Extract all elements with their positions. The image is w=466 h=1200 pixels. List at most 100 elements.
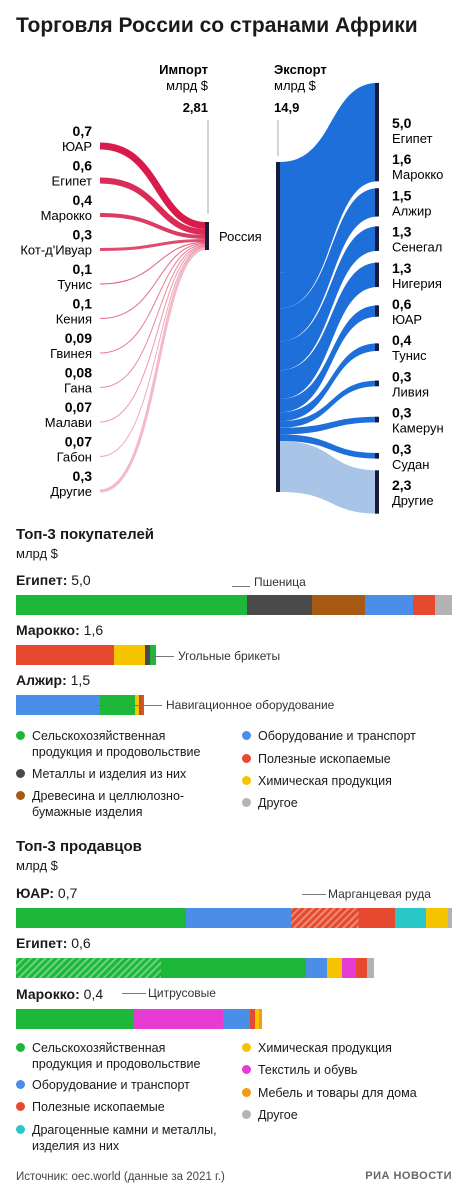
import-country-label: Габон <box>57 450 92 465</box>
bar-segment-other <box>434 595 452 615</box>
bar-value: 1,6 <box>79 622 104 638</box>
bar-segment-textile <box>341 958 357 978</box>
stacked-bar <box>16 595 452 615</box>
buyers-title: Топ-3 покупателей <box>16 526 155 543</box>
bar-segment-minerals <box>249 1009 255 1029</box>
legend-label: Драгоценные камни и металлы, изделия из … <box>32 1123 217 1153</box>
export-country-node <box>375 380 379 387</box>
bar-value: 0,6 <box>67 935 91 951</box>
export-value-label: 0,6 <box>392 296 412 312</box>
export-label: Экспорт <box>274 62 327 77</box>
bar-country: Марокко: <box>16 986 80 1002</box>
export-flow <box>280 343 378 422</box>
bar-segment-equipment <box>364 595 413 615</box>
legend-dot <box>16 1080 25 1089</box>
bar-segment-other <box>366 958 374 978</box>
bar-country: ЮАР: <box>16 885 55 901</box>
bar-segment-equipment <box>305 958 328 978</box>
legend-dot <box>16 791 25 800</box>
sellers-unit: млрд $ <box>16 858 58 873</box>
bar-segment-chemical <box>425 908 448 928</box>
legend-label: Полезные ископаемые <box>258 752 391 766</box>
legend-dot <box>242 798 251 807</box>
callout-line <box>96 705 162 706</box>
legend-label: Сельскохозяйственная продукция и продово… <box>32 1041 201 1071</box>
import-flow <box>99 213 207 239</box>
russia-label: Россия <box>219 229 262 244</box>
import-country-label: Гана <box>64 381 93 396</box>
legend-dot <box>16 769 25 778</box>
legend-label: Химическая продукция <box>258 774 392 788</box>
legend-dot <box>16 1102 25 1111</box>
callout-label: Пшеница <box>254 575 306 589</box>
legend-label: Оборудование и транспорт <box>258 729 416 743</box>
bar-value: 5,0 <box>67 572 91 588</box>
export-country-label: ЮАР <box>392 312 422 327</box>
export-value-label: 1,5 <box>392 187 412 203</box>
legend-dot <box>242 1088 251 1097</box>
export-country-node <box>375 151 379 182</box>
import-value-label: 0,3 <box>73 468 93 484</box>
legend-dot <box>16 1125 25 1134</box>
bar-segment-agri <box>16 908 187 928</box>
legend-dot <box>16 1043 25 1052</box>
export-flow <box>280 441 378 514</box>
stacked-bar <box>16 1009 262 1029</box>
legend-label: Химическая продукция <box>258 1041 392 1055</box>
legend-item: Полезные ископаемые <box>242 751 452 767</box>
export-flow <box>280 82 378 273</box>
import-value-label: 0,1 <box>73 296 93 312</box>
bar-segment-equipment <box>186 908 291 928</box>
stacked-bar <box>16 645 156 665</box>
legend-label: Металлы и изделия из них <box>32 767 187 781</box>
import-flow <box>99 238 207 251</box>
bar-segment-metals <box>247 595 313 615</box>
legend-dot <box>242 776 251 785</box>
export-country-label: Судан <box>392 457 429 472</box>
export-country-node <box>375 470 379 514</box>
export-flow <box>280 188 378 342</box>
export-flow <box>280 416 378 435</box>
export-country-node <box>375 305 379 317</box>
export-country-node <box>375 343 379 351</box>
bar-segment-textile <box>134 1009 223 1029</box>
export-flow <box>280 262 378 399</box>
import-country-label: Тунис <box>57 277 92 292</box>
import-value-label: 0,4 <box>73 192 93 208</box>
import-flow <box>99 247 207 493</box>
import-country-label: ЮАР <box>62 139 92 154</box>
bar-country: Алжир: <box>16 672 67 688</box>
bar-segment-other <box>447 908 452 928</box>
legend-item: Оборудование и транспорт <box>242 728 452 744</box>
export-value-label: 0,3 <box>392 368 412 384</box>
bar-row-label: ЮАР: 0,7 <box>16 885 77 901</box>
legend-item: Полезные ископаемые <box>16 1099 226 1115</box>
bar-segment-agri <box>16 958 306 978</box>
export-flow <box>280 434 378 459</box>
export-value-label: 2,3 <box>392 477 412 493</box>
russia-export-node <box>276 162 280 492</box>
legend-dot <box>242 1043 251 1052</box>
import-value-label: 0,1 <box>73 261 93 277</box>
legend-label: Текстиль и обувь <box>258 1063 358 1077</box>
export-country-label: Марокко <box>392 167 443 182</box>
bar-segment-minerals <box>412 595 435 615</box>
legend-item: Химическая продукция <box>242 773 452 789</box>
legend-item: Древесина и целлюлозно-бумажные изделия <box>16 788 226 820</box>
callout-line <box>122 993 146 994</box>
bar-segment-agri <box>16 595 248 615</box>
bar-segment-gems <box>395 908 426 928</box>
import-label: Импорт <box>159 62 208 77</box>
export-value-label: 0,4 <box>392 332 412 348</box>
legend-item: Сельскохозяйственная продукция и продово… <box>16 728 226 760</box>
import-country-label: Египет <box>52 174 93 189</box>
legend-dot <box>242 754 251 763</box>
export-country-node <box>375 452 379 459</box>
bar-segment-wood <box>312 595 365 615</box>
import-value-label: 0,08 <box>65 365 92 381</box>
stacked-bar <box>16 908 452 928</box>
bar-value: 0,7 <box>54 885 78 901</box>
export-country-label: Алжир <box>392 203 431 218</box>
import-flow <box>99 242 207 319</box>
